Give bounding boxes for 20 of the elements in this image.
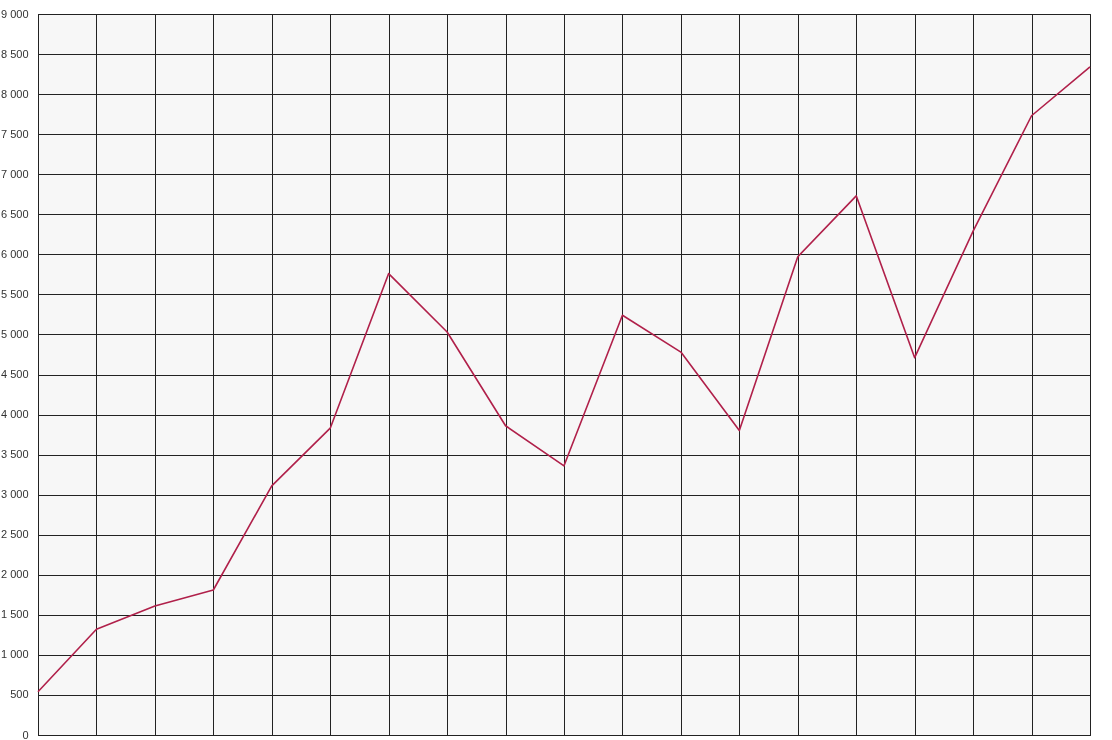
- y-tick-label: 2 500: [0, 528, 29, 541]
- y-tick-label: 3 000: [0, 488, 29, 501]
- y-tick-label: 500: [10, 688, 29, 701]
- y-tick-label: 6 000: [0, 247, 29, 260]
- y-tick-label: 5 500: [0, 287, 29, 300]
- line-series: [37, 66, 1091, 693]
- y-tick-label: 0: [22, 728, 29, 740]
- y-tick-label: 1 000: [0, 648, 29, 661]
- y-tick-label: 4 000: [0, 408, 29, 421]
- y-tick-label: 9 000: [0, 7, 29, 20]
- y-tick-label: 6 500: [0, 207, 29, 220]
- y-tick-label: 5 000: [0, 327, 29, 340]
- y-tick-label: 4 500: [0, 368, 29, 380]
- y-tick-label: 1 500: [0, 608, 29, 621]
- y-tick-label: 8 500: [0, 47, 29, 60]
- y-tick-label: 7 500: [0, 127, 29, 140]
- y-tick-label: 8 000: [0, 87, 29, 100]
- y-tick-label: 3 500: [0, 448, 29, 461]
- y-tick-label: 2 000: [0, 568, 29, 581]
- y-tick-label: 7 000: [0, 167, 29, 180]
